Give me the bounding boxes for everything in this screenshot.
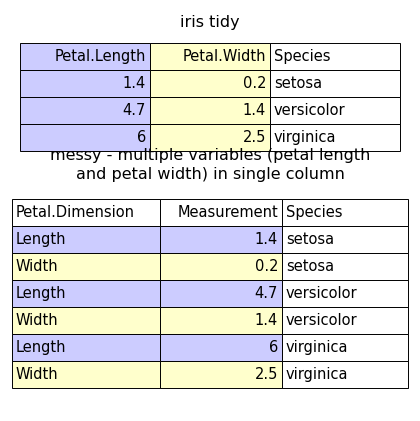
Text: Petal.Width: Petal.Width bbox=[183, 49, 266, 64]
Text: Species: Species bbox=[274, 49, 331, 64]
Text: 6: 6 bbox=[137, 130, 146, 145]
Text: Species: Species bbox=[286, 205, 342, 220]
Bar bbox=[282, 361, 408, 388]
Text: messy - multiple variables (petal length
and petal width) in single column: messy - multiple variables (petal length… bbox=[50, 148, 370, 182]
Bar bbox=[270, 43, 400, 70]
Bar bbox=[12, 307, 160, 334]
Bar bbox=[150, 43, 270, 70]
Bar bbox=[12, 280, 160, 307]
Text: 1.4: 1.4 bbox=[255, 232, 278, 247]
Bar bbox=[160, 280, 282, 307]
Text: 1.4: 1.4 bbox=[255, 313, 278, 328]
Text: Width: Width bbox=[16, 313, 59, 328]
Text: 2.5: 2.5 bbox=[243, 130, 266, 145]
Bar bbox=[160, 334, 282, 361]
Bar bbox=[270, 70, 400, 97]
Bar bbox=[12, 199, 160, 226]
Text: setosa: setosa bbox=[286, 232, 334, 247]
Bar bbox=[282, 253, 408, 280]
Bar bbox=[270, 97, 400, 124]
Bar bbox=[282, 199, 408, 226]
Bar bbox=[20, 97, 150, 124]
Text: 4.7: 4.7 bbox=[255, 286, 278, 301]
Text: setosa: setosa bbox=[286, 259, 334, 274]
Bar bbox=[270, 124, 400, 151]
Text: iris tidy: iris tidy bbox=[180, 14, 240, 29]
Text: 2.5: 2.5 bbox=[255, 367, 278, 382]
Text: 4.7: 4.7 bbox=[123, 103, 146, 118]
Bar bbox=[160, 253, 282, 280]
Bar bbox=[160, 199, 282, 226]
Bar bbox=[160, 307, 282, 334]
Bar bbox=[150, 124, 270, 151]
Bar bbox=[20, 70, 150, 97]
Text: Length: Length bbox=[16, 286, 66, 301]
Bar bbox=[282, 280, 408, 307]
Bar bbox=[282, 307, 408, 334]
Text: setosa: setosa bbox=[274, 76, 322, 91]
Text: Length: Length bbox=[16, 340, 66, 355]
Bar bbox=[20, 124, 150, 151]
Bar bbox=[150, 70, 270, 97]
Text: virginica: virginica bbox=[274, 130, 336, 145]
Text: 0.2: 0.2 bbox=[242, 76, 266, 91]
Text: virginica: virginica bbox=[286, 367, 349, 382]
Text: virginica: virginica bbox=[286, 340, 349, 355]
Bar bbox=[160, 226, 282, 253]
Text: 6: 6 bbox=[269, 340, 278, 355]
Text: Petal.Length: Petal.Length bbox=[55, 49, 146, 64]
Bar bbox=[20, 43, 150, 70]
Text: versicolor: versicolor bbox=[286, 313, 357, 328]
Text: Width: Width bbox=[16, 367, 59, 382]
Text: versicolor: versicolor bbox=[274, 103, 346, 118]
Text: 0.2: 0.2 bbox=[255, 259, 278, 274]
Bar bbox=[160, 361, 282, 388]
Bar bbox=[150, 97, 270, 124]
Bar bbox=[12, 253, 160, 280]
Bar bbox=[12, 334, 160, 361]
Text: Measurement: Measurement bbox=[177, 205, 278, 220]
Bar bbox=[12, 226, 160, 253]
Text: 1.4: 1.4 bbox=[123, 76, 146, 91]
Text: versicolor: versicolor bbox=[286, 286, 357, 301]
Bar bbox=[282, 226, 408, 253]
Text: 1.4: 1.4 bbox=[243, 103, 266, 118]
Bar bbox=[12, 361, 160, 388]
Text: Petal.Dimension: Petal.Dimension bbox=[16, 205, 135, 220]
Bar bbox=[282, 334, 408, 361]
Text: Width: Width bbox=[16, 259, 59, 274]
Text: Length: Length bbox=[16, 232, 66, 247]
